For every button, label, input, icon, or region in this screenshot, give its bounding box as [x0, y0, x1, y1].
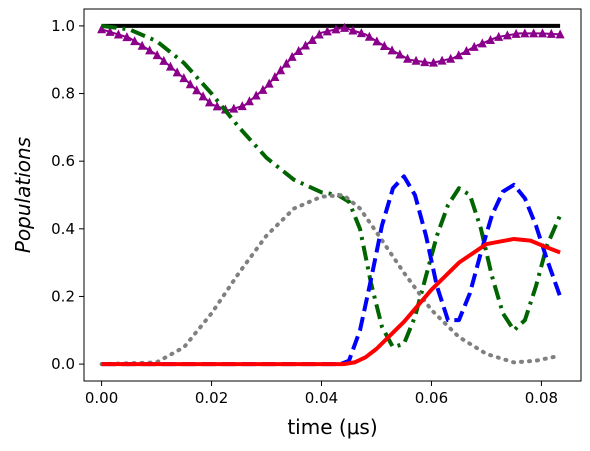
- triangle-marker: [322, 26, 332, 36]
- red-solid-series: [101, 236, 561, 367]
- triangle-marker: [379, 40, 389, 50]
- triangle-marker: [437, 55, 447, 65]
- triangle-marker: [340, 22, 350, 32]
- triangle-marker: [387, 45, 397, 55]
- triangle-marker: [97, 24, 107, 34]
- triangle-marker: [477, 38, 487, 48]
- triangle-marker: [555, 29, 565, 39]
- triangle-marker: [454, 50, 464, 60]
- triangle-marker: [372, 36, 382, 46]
- triangle-marker: [192, 85, 202, 95]
- triangle-marker: [165, 61, 175, 71]
- triangle-marker: [258, 84, 268, 94]
- triangle-marker: [537, 28, 547, 38]
- series-layer: [97, 22, 565, 367]
- triangle-marker: [294, 45, 304, 55]
- triangle-marker: [364, 31, 374, 41]
- triangle-marker: [395, 49, 405, 59]
- x-tick-label: 0.04: [305, 389, 338, 407]
- triangle-marker: [529, 28, 539, 38]
- triangle-marker: [137, 40, 147, 50]
- triangle-marker: [502, 30, 512, 40]
- triangle-marker: [130, 36, 140, 46]
- triangle-marker: [331, 24, 341, 34]
- triangle-marker: [301, 40, 311, 50]
- y-axis-label: Populations: [11, 137, 35, 253]
- triangle-marker: [105, 26, 115, 36]
- y-tick-label: 0.2: [51, 287, 75, 305]
- y-tick-label: 0.0: [51, 355, 75, 373]
- triangle-marker: [520, 28, 530, 38]
- triangle-marker: [485, 34, 495, 44]
- triangle-marker: [461, 46, 471, 56]
- x-tick-label: 0.02: [195, 389, 228, 407]
- triangle-marker: [314, 29, 324, 39]
- triangle-marker: [229, 103, 239, 113]
- triangle-marker: [113, 29, 123, 39]
- y-tick-label: 0.4: [51, 220, 75, 238]
- y-tick-label: 0.8: [51, 85, 75, 103]
- triangle-marker: [185, 79, 195, 89]
- plot-frame: [83, 8, 582, 382]
- triangle-marker: [145, 45, 155, 55]
- triangle-marker: [276, 65, 286, 75]
- triangle-marker: [428, 57, 438, 67]
- triangle-marker: [237, 101, 247, 111]
- triangle-marker: [159, 55, 169, 65]
- triangle-marker: [204, 97, 214, 107]
- x-tick-label: 0.08: [525, 389, 558, 407]
- x-tick-label: 0.06: [415, 389, 448, 407]
- triangle-marker: [152, 50, 162, 60]
- triangle-marker: [251, 90, 261, 100]
- triangle-marker: [281, 58, 291, 68]
- triangle-marker: [287, 51, 297, 61]
- ticks-layer: 0.00 0.02 0.04 0.06 0.08 0.0 0.2 0.4 0.6 0.8 1.0: [51, 17, 558, 407]
- triangle-marker: [270, 71, 280, 81]
- triangle-marker: [494, 31, 504, 41]
- triangle-marker: [446, 53, 456, 63]
- triangle-marker: [179, 73, 189, 83]
- y-tick-label: 0.6: [51, 152, 75, 170]
- y-tick-label: 1.0: [51, 17, 75, 35]
- triangle-marker: [403, 53, 413, 63]
- triangle-marker: [172, 67, 182, 77]
- triangle-marker: [511, 28, 521, 38]
- triangle-marker: [348, 25, 358, 35]
- blue-dashed-series: [101, 174, 562, 367]
- triangle-marker: [546, 28, 556, 38]
- x-axis-label: time (μs): [287, 415, 377, 439]
- triangle-marker: [411, 55, 421, 65]
- triangle-marker: [307, 34, 317, 44]
- triangle-marker: [356, 28, 366, 38]
- x-tick-label: 0.00: [85, 389, 118, 407]
- triangle-marker: [420, 57, 430, 67]
- triangle-marker: [198, 91, 208, 101]
- green-dashdot-series: [101, 23, 562, 350]
- triangle-marker: [469, 41, 479, 51]
- gray-dotted-series: [99, 193, 563, 367]
- triangle-marker: [212, 101, 222, 111]
- triangle-marker: [122, 32, 132, 42]
- triangle-marker: [244, 96, 254, 106]
- triangle-marker: [264, 78, 274, 88]
